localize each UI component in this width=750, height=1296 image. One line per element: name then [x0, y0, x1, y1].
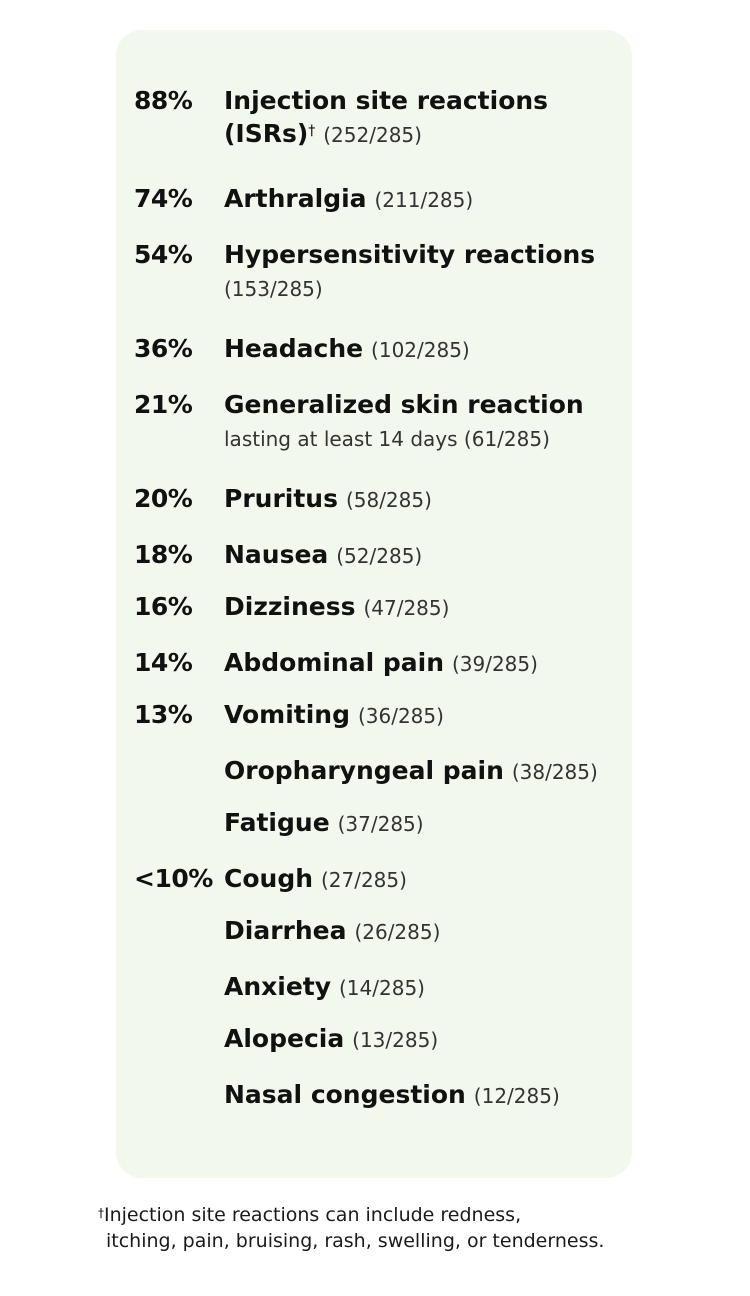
reaction-name: Nasal congestion — [224, 1080, 466, 1109]
reaction-description: Anxiety (14/285) — [224, 970, 624, 1005]
reaction-description: Alopecia (13/285) — [224, 1022, 624, 1057]
reaction-count: (39/285) — [451, 652, 538, 676]
reaction-name: Arthralgia — [224, 184, 367, 213]
reaction-description: Injection site reactions (ISRs)† (252/28… — [224, 84, 624, 152]
dagger-mark: † — [308, 123, 316, 139]
reaction-subtext: lasting at least 14 days (61/285) — [224, 427, 550, 451]
reaction-name: Hypersensitivity reactions — [224, 240, 596, 269]
reaction-description: Abdominal pain (39/285) — [224, 646, 624, 681]
reaction-description: Nausea (52/285) — [224, 538, 624, 573]
reaction-percent: <10% — [134, 864, 213, 893]
reaction-count: (102/285) — [371, 338, 470, 362]
reaction-percent: 74% — [134, 184, 193, 213]
reaction-name: Nausea — [224, 540, 329, 569]
footnote-line-2: itching, pain, bruising, rash, swelling,… — [106, 1230, 605, 1252]
reaction-count: (26/285) — [354, 920, 441, 944]
reaction-percent: 13% — [134, 700, 193, 729]
reaction-name: Alopecia — [224, 1024, 345, 1053]
reaction-count: (14/285) — [339, 976, 425, 1000]
reaction-description: Oropharyngeal pain (38/285) — [224, 754, 634, 789]
reaction-count: (211/285) — [374, 188, 474, 212]
reaction-percent: 14% — [134, 648, 193, 677]
reaction-name: Fatigue — [224, 808, 330, 837]
reaction-name: Pruritus — [224, 484, 338, 513]
reaction-count: (13/285) — [352, 1028, 439, 1052]
reaction-description: Pruritus (58/285) — [224, 482, 624, 517]
reaction-name: Generalized skin reaction — [224, 390, 584, 419]
reaction-name: Abdominal pain — [224, 648, 445, 677]
footnote: †Injection site reactions can include re… — [98, 1202, 698, 1254]
reaction-count: (252/285) — [323, 123, 422, 147]
reaction-count: (36/285) — [357, 704, 444, 728]
reaction-name: Cough — [224, 864, 314, 893]
reaction-description: Nasal congestion (12/285) — [224, 1078, 624, 1113]
reaction-percent: 18% — [134, 540, 193, 569]
reaction-description: Vomiting (36/285) — [224, 698, 624, 733]
reaction-description: Diarrhea (26/285) — [224, 914, 624, 949]
reaction-name: Dizziness — [224, 592, 356, 621]
reaction-count: (58/285) — [345, 488, 432, 512]
reaction-percent: 20% — [134, 484, 193, 513]
reaction-description: Hypersensitivity reactions (153/285) — [224, 238, 624, 306]
reaction-count: (52/285) — [336, 544, 423, 568]
reaction-description: Arthralgia (211/285) — [224, 182, 624, 217]
reaction-name: Oropharyngeal pain — [224, 756, 504, 785]
reaction-name: Headache — [224, 334, 364, 363]
reaction-description: Cough (27/285) — [224, 862, 624, 897]
reaction-count: (47/285) — [363, 596, 450, 620]
reaction-percent: 36% — [134, 334, 193, 363]
reaction-percent: 21% — [134, 390, 193, 419]
reaction-description: Fatigue (37/285) — [224, 806, 624, 841]
reaction-percent: 88% — [134, 86, 193, 115]
reaction-count: (37/285) — [337, 812, 424, 836]
reaction-description: Dizziness (47/285) — [224, 590, 624, 625]
reaction-description: Generalized skin reaction lasting at lea… — [224, 388, 624, 456]
reaction-count: (153/285) — [224, 277, 323, 301]
footnote-dagger: † — [98, 1206, 104, 1220]
reaction-count: (38/285) — [511, 760, 598, 784]
reaction-name: Injection site reactions (ISRs) — [224, 86, 549, 148]
reaction-percent: 54% — [134, 240, 193, 269]
reaction-count: (12/285) — [473, 1084, 560, 1108]
reaction-count: (27/285) — [320, 868, 407, 892]
adverse-reactions-panel: 88% Injection site reactions (ISRs)† (25… — [116, 30, 632, 1178]
footnote-line-1: Injection site reactions can include red… — [104, 1204, 522, 1226]
reaction-name: Diarrhea — [224, 916, 347, 945]
reaction-percent: 16% — [134, 592, 193, 621]
reaction-name: Vomiting — [224, 700, 350, 729]
reaction-name: Anxiety — [224, 972, 332, 1001]
reaction-description: Headache (102/285) — [224, 332, 624, 367]
